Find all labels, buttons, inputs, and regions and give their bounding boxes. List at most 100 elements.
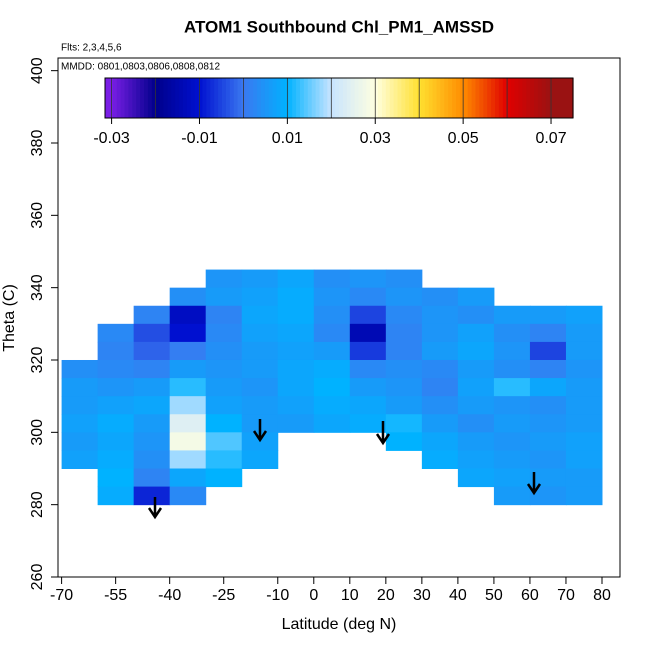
cell bbox=[97, 414, 135, 433]
colorbar-segment bbox=[549, 78, 555, 118]
colorbar-segment bbox=[557, 78, 562, 118]
colorbar-segment bbox=[401, 78, 406, 118]
colorbar-segment bbox=[225, 78, 231, 118]
cell bbox=[169, 486, 207, 506]
cell bbox=[493, 414, 531, 433]
cell bbox=[493, 486, 531, 506]
colorbar-segment bbox=[385, 78, 391, 118]
cell bbox=[241, 396, 279, 415]
cell bbox=[133, 305, 171, 325]
cell bbox=[565, 396, 603, 415]
cell bbox=[349, 269, 387, 289]
colorbar-segment bbox=[440, 78, 445, 118]
cell bbox=[133, 323, 171, 343]
cell bbox=[169, 341, 207, 361]
colorbar-segment bbox=[487, 78, 492, 118]
colorbar-segment bbox=[155, 78, 161, 118]
x-tick-label: 50 bbox=[485, 587, 503, 604]
cell bbox=[529, 486, 567, 506]
cell bbox=[169, 468, 207, 488]
colorbar-segment bbox=[342, 78, 348, 118]
colorbar-segment bbox=[292, 78, 297, 118]
cell bbox=[457, 396, 495, 415]
cell bbox=[277, 341, 315, 361]
colorbar-segment bbox=[444, 78, 449, 118]
cell bbox=[349, 287, 387, 307]
cell bbox=[205, 414, 243, 433]
colorbar-segment bbox=[311, 78, 317, 118]
colorbar-segment bbox=[397, 78, 402, 118]
colorbar-segment bbox=[389, 78, 395, 118]
x-tick-label: -25 bbox=[212, 587, 235, 604]
y-tick-label: 380 bbox=[29, 130, 46, 157]
colorbar-segment bbox=[350, 78, 356, 118]
colorbar-segment bbox=[409, 78, 414, 118]
cell bbox=[277, 359, 315, 379]
colorbar-segment bbox=[186, 78, 192, 118]
cell bbox=[349, 323, 387, 343]
cell bbox=[61, 396, 99, 415]
colorbar-segment bbox=[358, 78, 363, 118]
colorbar-segment bbox=[108, 78, 114, 118]
cell bbox=[169, 414, 207, 433]
colorbar-segment bbox=[237, 78, 243, 118]
cell bbox=[529, 378, 567, 397]
colorbar-segment bbox=[335, 78, 340, 118]
cell bbox=[205, 450, 243, 469]
colorbar-segment bbox=[253, 78, 258, 118]
cell bbox=[385, 414, 423, 433]
cell bbox=[421, 432, 459, 451]
cell bbox=[349, 359, 387, 379]
colorbar-segment bbox=[136, 78, 141, 118]
colorbar-segment bbox=[319, 78, 324, 118]
x-tick-label: 80 bbox=[593, 587, 611, 604]
colorbar-segment bbox=[218, 78, 223, 118]
cell bbox=[205, 323, 243, 343]
colorbar-segment bbox=[479, 78, 484, 118]
cell bbox=[385, 269, 423, 289]
annotation: MMDD: 0801,0803,0806,0808,0812 bbox=[61, 62, 220, 73]
colorbar-segment bbox=[424, 78, 430, 118]
colorbar-tick-label: 0.03 bbox=[360, 130, 391, 147]
x-tick-label: 10 bbox=[341, 587, 359, 604]
colorbar-segment bbox=[179, 78, 184, 118]
cell bbox=[169, 432, 207, 451]
colorbar-segment bbox=[222, 78, 227, 118]
cell bbox=[457, 468, 495, 488]
colorbar-segment bbox=[116, 78, 122, 118]
colorbar-segment bbox=[471, 78, 477, 118]
colorbar-segment bbox=[206, 78, 211, 118]
cell bbox=[349, 341, 387, 361]
y-tick-label: 400 bbox=[29, 57, 46, 84]
cell bbox=[349, 396, 387, 415]
colorbar-segment bbox=[331, 78, 336, 118]
cell bbox=[133, 378, 171, 397]
colorbar-segment bbox=[233, 78, 239, 118]
colorbar-segment bbox=[432, 78, 438, 118]
colorbar-segment bbox=[370, 78, 375, 118]
cell bbox=[61, 378, 99, 397]
x-tick-label: -10 bbox=[266, 587, 289, 604]
cell bbox=[313, 341, 351, 361]
colorbar-segment bbox=[459, 78, 465, 118]
colorbar-segment bbox=[545, 78, 551, 118]
colorbar-segment bbox=[495, 78, 500, 118]
colorbar-segment bbox=[463, 78, 469, 118]
cell bbox=[385, 359, 423, 379]
colorbar-tick-label: 0.07 bbox=[535, 130, 566, 147]
colorbar-segment bbox=[366, 78, 371, 118]
cell bbox=[565, 468, 603, 488]
cell bbox=[385, 396, 423, 415]
cell bbox=[97, 432, 135, 451]
cell bbox=[457, 287, 495, 307]
y-tick-label: 260 bbox=[29, 564, 46, 591]
colorbar-frame bbox=[104, 77, 574, 119]
cell bbox=[313, 287, 351, 307]
colorbar-segment bbox=[167, 78, 172, 118]
cell bbox=[277, 269, 315, 289]
colorbar-segment bbox=[147, 78, 153, 118]
colorbar-segment bbox=[381, 78, 387, 118]
arrows bbox=[147, 419, 542, 520]
heatmap bbox=[61, 269, 603, 506]
colorbar-segment bbox=[132, 78, 137, 118]
